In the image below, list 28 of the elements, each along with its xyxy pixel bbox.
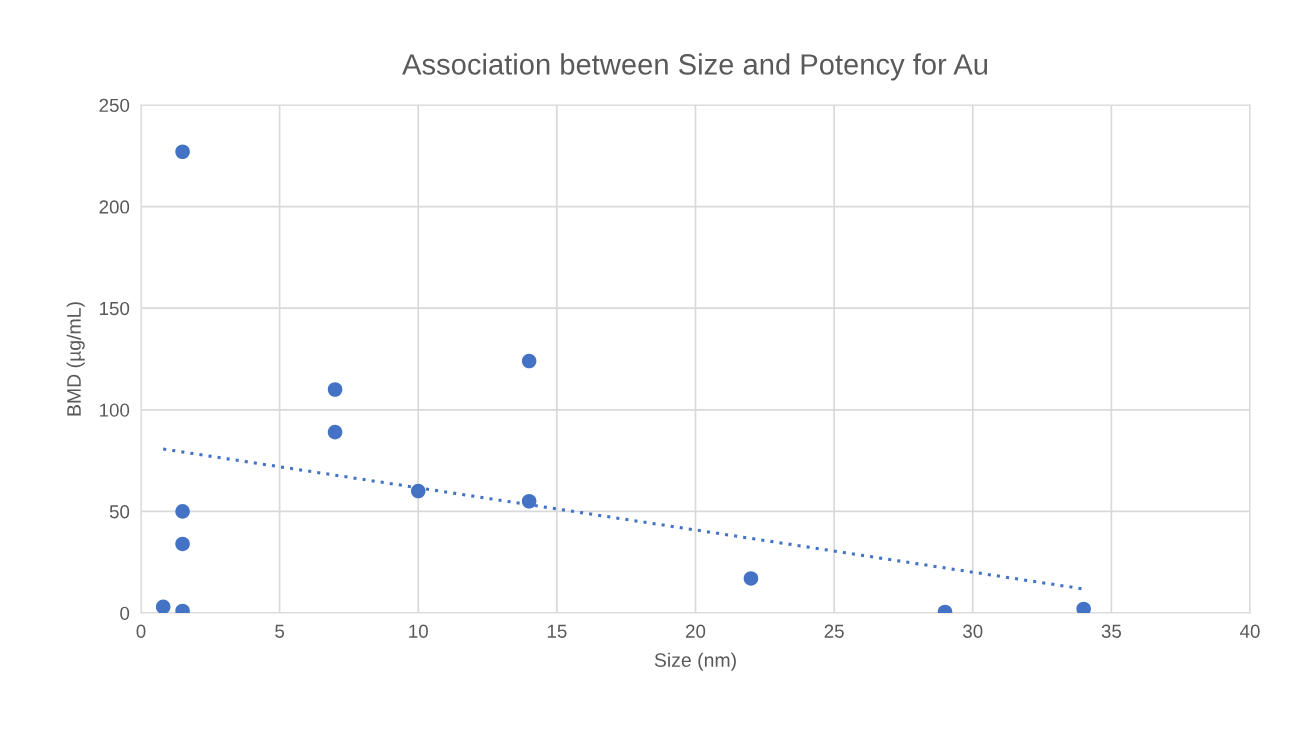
point (521, 493, 537, 509)
y-axis-title: BMD (µg/mL) (66, 302, 85, 416)
x-tick-label: 20 (686, 624, 706, 638)
point (175, 144, 190, 160)
y-tick-label: 200 (99, 200, 130, 214)
y-tick-label: 100 (100, 403, 130, 417)
y-tick-label: 50 (109, 505, 130, 519)
y-tick-label: 150 (100, 301, 130, 316)
x-tick-label: 10 (409, 624, 428, 638)
y-tick-label: 250 (99, 98, 130, 112)
point (521, 353, 537, 369)
x-tick-label: 35 (1101, 624, 1122, 638)
point (175, 504, 190, 519)
x-tick-label: 30 (963, 624, 983, 638)
point (175, 536, 190, 552)
point (327, 424, 343, 440)
x-axis-title: Size (nm) (654, 652, 736, 671)
x-tick-label: 15 (547, 624, 567, 638)
y-tick-label: 0 (120, 606, 130, 620)
point (327, 382, 343, 397)
x-tick-label: 0 (136, 624, 146, 638)
point (410, 483, 426, 499)
point (155, 599, 171, 613)
chart-title: Association between Size and Potency for Au (402, 53, 988, 81)
x-tick-label: 25 (824, 624, 844, 638)
x-tick-label: 40 (1240, 624, 1260, 638)
point (743, 571, 759, 586)
x-tick-label: 5 (275, 624, 285, 638)
